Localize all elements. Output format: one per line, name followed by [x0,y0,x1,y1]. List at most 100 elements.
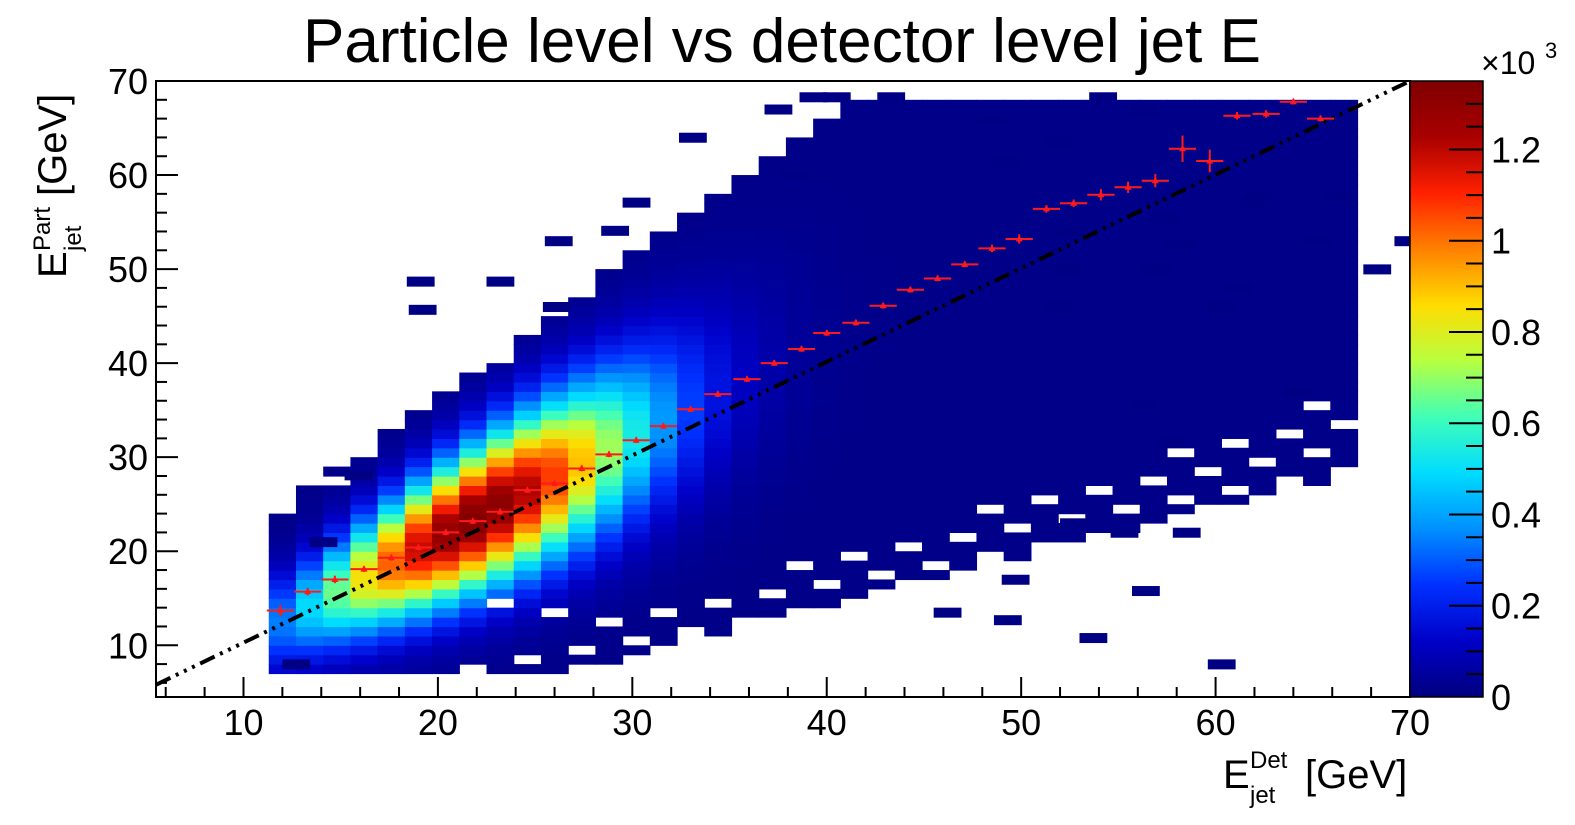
heatmap-cell [649,363,678,374]
heatmap-cell [1248,466,1277,477]
heatmap-cell [758,287,787,298]
heatmap-cell [1139,353,1168,364]
heatmap-cell [459,617,488,628]
heatmap-cell [758,372,787,383]
heatmap-cell [377,494,406,505]
heatmap-cell [704,193,733,204]
heatmap-cell [459,381,488,392]
heatmap-cell [1139,128,1168,139]
heatmap-cell [976,475,1005,486]
heatmap-cell [731,391,760,402]
heatmap-cell [949,287,978,298]
heatmap-cell [1003,203,1032,214]
heatmap-cell [894,259,923,270]
heatmap-cell [922,165,950,176]
heatmap-cell [976,457,1005,468]
heatmap-cell [486,579,515,590]
heatmap-cell [486,381,515,392]
heatmap-cell [377,560,406,571]
heatmap-cell [840,325,869,336]
heatmap-cell [704,400,733,411]
heatmap-cell [1275,287,1304,298]
heatmap-cell [268,617,297,628]
heatmap-cell [704,278,733,289]
heatmap-cell [622,197,651,208]
heatmap-cell [1139,240,1168,251]
heatmap-cell [622,363,651,374]
colorbar-tick-label: 0.4 [1491,494,1541,535]
heatmap-cell [268,532,297,543]
heatmap-cell [731,278,760,289]
heatmap-cell [432,419,460,430]
heatmap-cell [649,391,678,402]
heatmap-cell [813,203,841,214]
heatmap-cell [1112,410,1141,421]
heatmap-cell [867,156,896,167]
heatmap-cell [309,537,338,548]
heatmap-cell [350,504,379,515]
heatmap-cell [704,334,733,345]
heatmap-cell [758,381,787,392]
heatmap-cell [1112,156,1141,167]
heatmap-cell [949,334,978,345]
heatmap-cell [758,607,787,618]
heatmap-cell [785,297,814,308]
heatmap-cell [408,304,437,315]
heatmap-cell [1275,212,1304,223]
heatmap-cell [323,504,352,515]
heatmap-cell [622,645,651,656]
heatmap-cell [595,645,624,656]
heatmap-cell [1166,334,1195,345]
heatmap-cell [1058,494,1086,505]
heatmap-cell [1330,325,1359,336]
heatmap-cell [677,607,705,618]
heatmap-cell [513,635,542,646]
heatmap-cell [1139,165,1168,176]
heatmap-cell [976,353,1005,364]
heatmap-cell [922,570,950,581]
heatmap-cell [595,438,624,449]
heatmap-cell [1303,146,1331,157]
heatmap-cell [1166,238,1195,250]
heatmap-cell [949,99,978,110]
heatmap-cell [601,225,630,236]
heatmap-cell [867,494,896,505]
heatmap-cell [1085,222,1114,233]
heatmap-cell [813,570,841,581]
heatmap-cell [1058,504,1086,515]
heatmap-cell [432,617,460,628]
heatmap-cell [840,109,869,120]
heatmap-cell [595,626,624,637]
heatmap-cell [486,438,515,449]
heatmap-cell [1330,184,1359,195]
heatmap-cell [1330,306,1359,317]
heatmap-cell [813,146,841,157]
heatmap-cell [649,532,678,543]
heatmap-cell [540,551,569,562]
heatmap-cell [568,466,596,477]
heatmap-cell [1194,128,1223,139]
heatmap-cell [704,485,733,496]
heatmap-cell [1194,494,1223,505]
heatmap-cell [1248,222,1277,233]
heatmap-cell [1058,353,1086,364]
heatmap-cell [949,428,978,439]
profile-marker [743,375,751,382]
heatmap-cell [568,400,596,411]
heatmap-cell [404,560,433,571]
heatmap-cell [377,513,406,524]
heatmap-cell [1221,391,1250,402]
heatmap-cell [758,551,787,562]
heatmap-cell [758,316,787,327]
heatmap-cell [513,353,542,364]
heatmap-cell [976,278,1005,289]
heatmap-cell [785,485,814,496]
heatmap-cell [1058,419,1086,430]
heatmap-cell [459,570,488,581]
heatmap-cell [1085,400,1114,411]
heatmap-cell [432,626,460,637]
heatmap-cell [1139,381,1168,392]
heatmap-cell [595,353,624,364]
heatmap-cell [840,334,869,345]
heatmap-cell [404,504,433,515]
